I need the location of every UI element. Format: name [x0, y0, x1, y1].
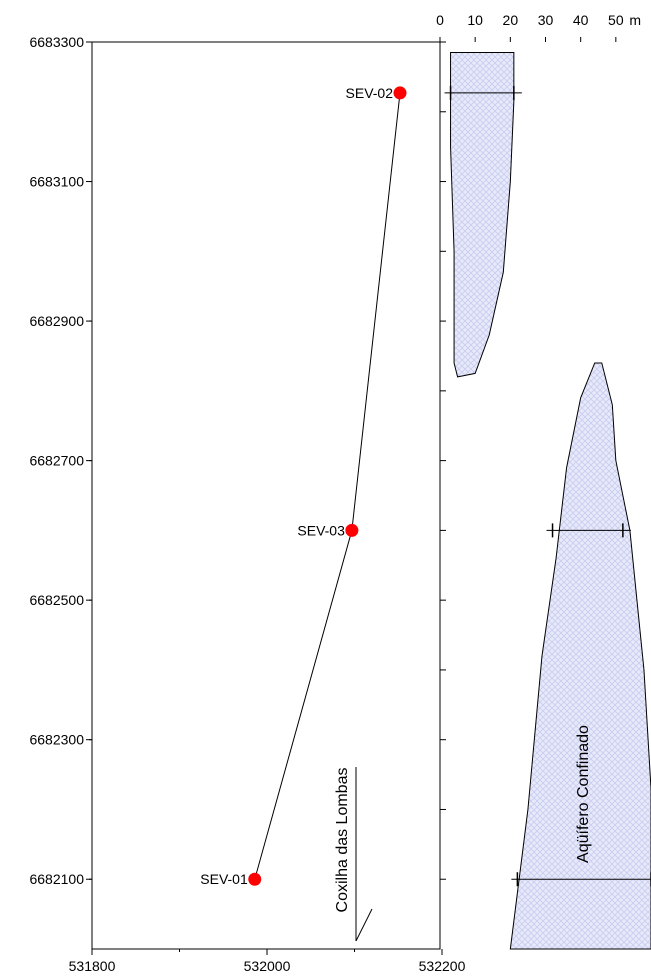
sev-point-label: SEV-02: [346, 85, 394, 101]
aquifer-label: Aqüífero Confinado: [575, 725, 592, 863]
y-tick-label: 6683100: [29, 174, 84, 190]
depth-tick-label: 40: [573, 12, 589, 28]
y-tick-label: 6682100: [29, 871, 84, 887]
y-tick-label: 6682900: [29, 313, 84, 329]
map-chart: 6682100 6682300 6682500 6682700 6682900 66831…: [29, 34, 465, 974]
x-tick-label: 532000: [244, 958, 291, 974]
depth-tick-label: 20: [503, 12, 519, 28]
y-tick-label: 6682500: [29, 592, 84, 608]
y-tick-label: 6682300: [29, 732, 84, 748]
sev-point-label: SEV-01: [200, 871, 248, 887]
sev-point-label: SEV-03: [297, 522, 345, 538]
aquifer-profile-chart: 0 10 20 30 40 50 m: [436, 12, 651, 950]
y-tick-label: 6683300: [29, 34, 84, 50]
aquifer-body: [509, 362, 651, 950]
depth-unit-label: m: [629, 12, 641, 28]
depth-tick-label: 50: [608, 12, 624, 28]
aquifer-body: [450, 51, 515, 378]
x-tick-label: 531800: [69, 958, 116, 974]
sev-point: [393, 86, 407, 100]
annotation-arrow: [355, 908, 373, 942]
depth-tick-label: 0: [436, 12, 444, 28]
sev-point: [345, 523, 359, 537]
profile-line: [254, 92, 401, 880]
annotation-label: Coxilha das Lombas: [334, 768, 351, 913]
depth-tick-label: 10: [467, 12, 483, 28]
x-tick-label: 532200: [419, 958, 466, 974]
sev-point: [248, 872, 262, 886]
depth-tick-label: 30: [538, 12, 554, 28]
y-tick-label: 6682700: [29, 453, 84, 469]
plot-frame: [91, 41, 441, 950]
